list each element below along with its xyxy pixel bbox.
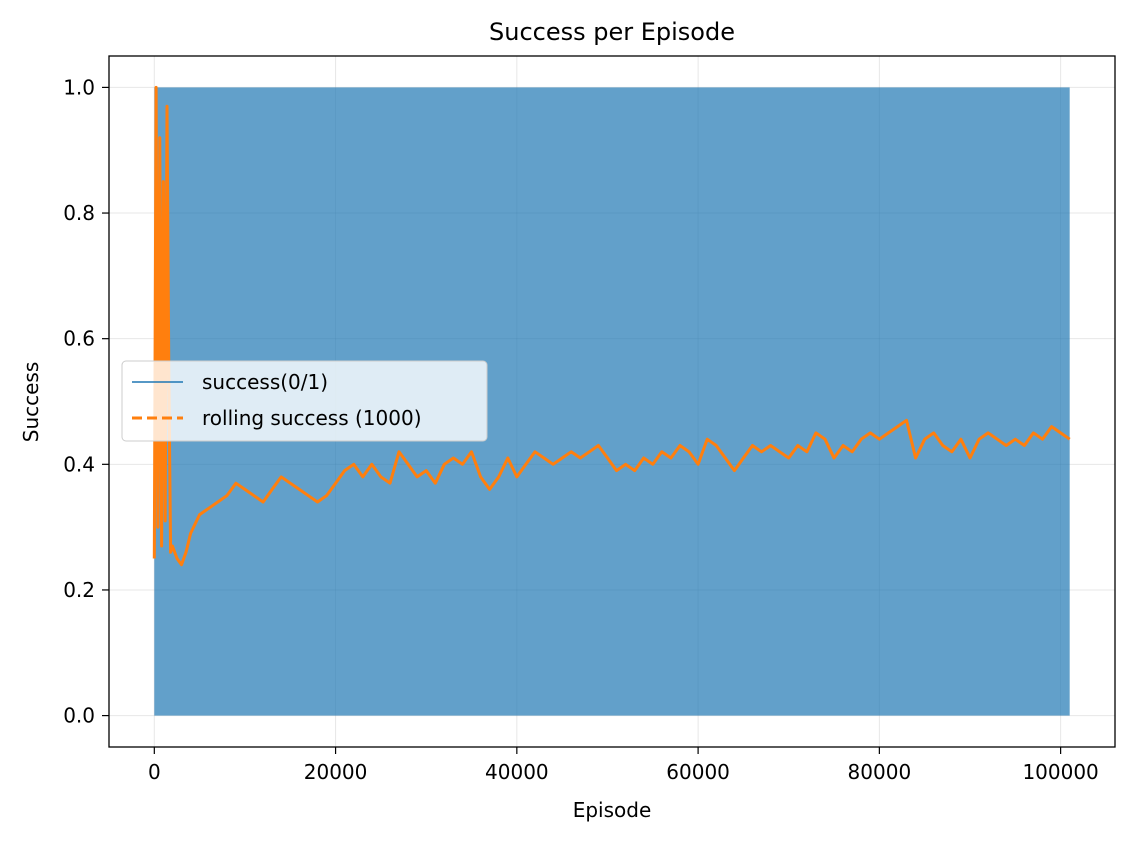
rolling-success-line: [152, 85, 1071, 567]
y-axis-ticks: 0.0 0.2 0.4 0.6 0.8 1.0: [63, 75, 109, 728]
x-tick-label: 60000: [666, 760, 730, 784]
legend: success(0/1) rolling success (1000): [121, 360, 488, 442]
x-axis-label: Episode: [573, 798, 652, 822]
x-tick-label: 80000: [848, 760, 912, 784]
legend-label-success: success(0/1): [202, 370, 328, 394]
y-tick-label: 0.2: [63, 578, 95, 602]
y-tick-label: 0.6: [63, 327, 95, 351]
y-axis-label: Success: [19, 362, 43, 443]
legend-box: [121, 360, 488, 442]
x-tick-label: 20000: [304, 760, 368, 784]
chart-title: Success per Episode: [489, 18, 735, 46]
y-tick-label: 0.8: [63, 201, 95, 225]
x-tick-label: 0: [148, 760, 161, 784]
x-axis-ticks: 0 20000 40000 60000 80000 100000: [148, 747, 1099, 784]
y-tick-label: 0.4: [63, 452, 95, 476]
legend-label-rolling: rolling success (1000): [202, 406, 422, 430]
rolling-success-series: [152, 85, 1071, 567]
y-tick-label: 0.0: [63, 704, 95, 728]
plot-frame: [108, 55, 1116, 748]
y-tick-label: 1.0: [63, 75, 95, 99]
x-tick-label: 40000: [485, 760, 549, 784]
x-tick-label: 100000: [1022, 760, 1098, 784]
